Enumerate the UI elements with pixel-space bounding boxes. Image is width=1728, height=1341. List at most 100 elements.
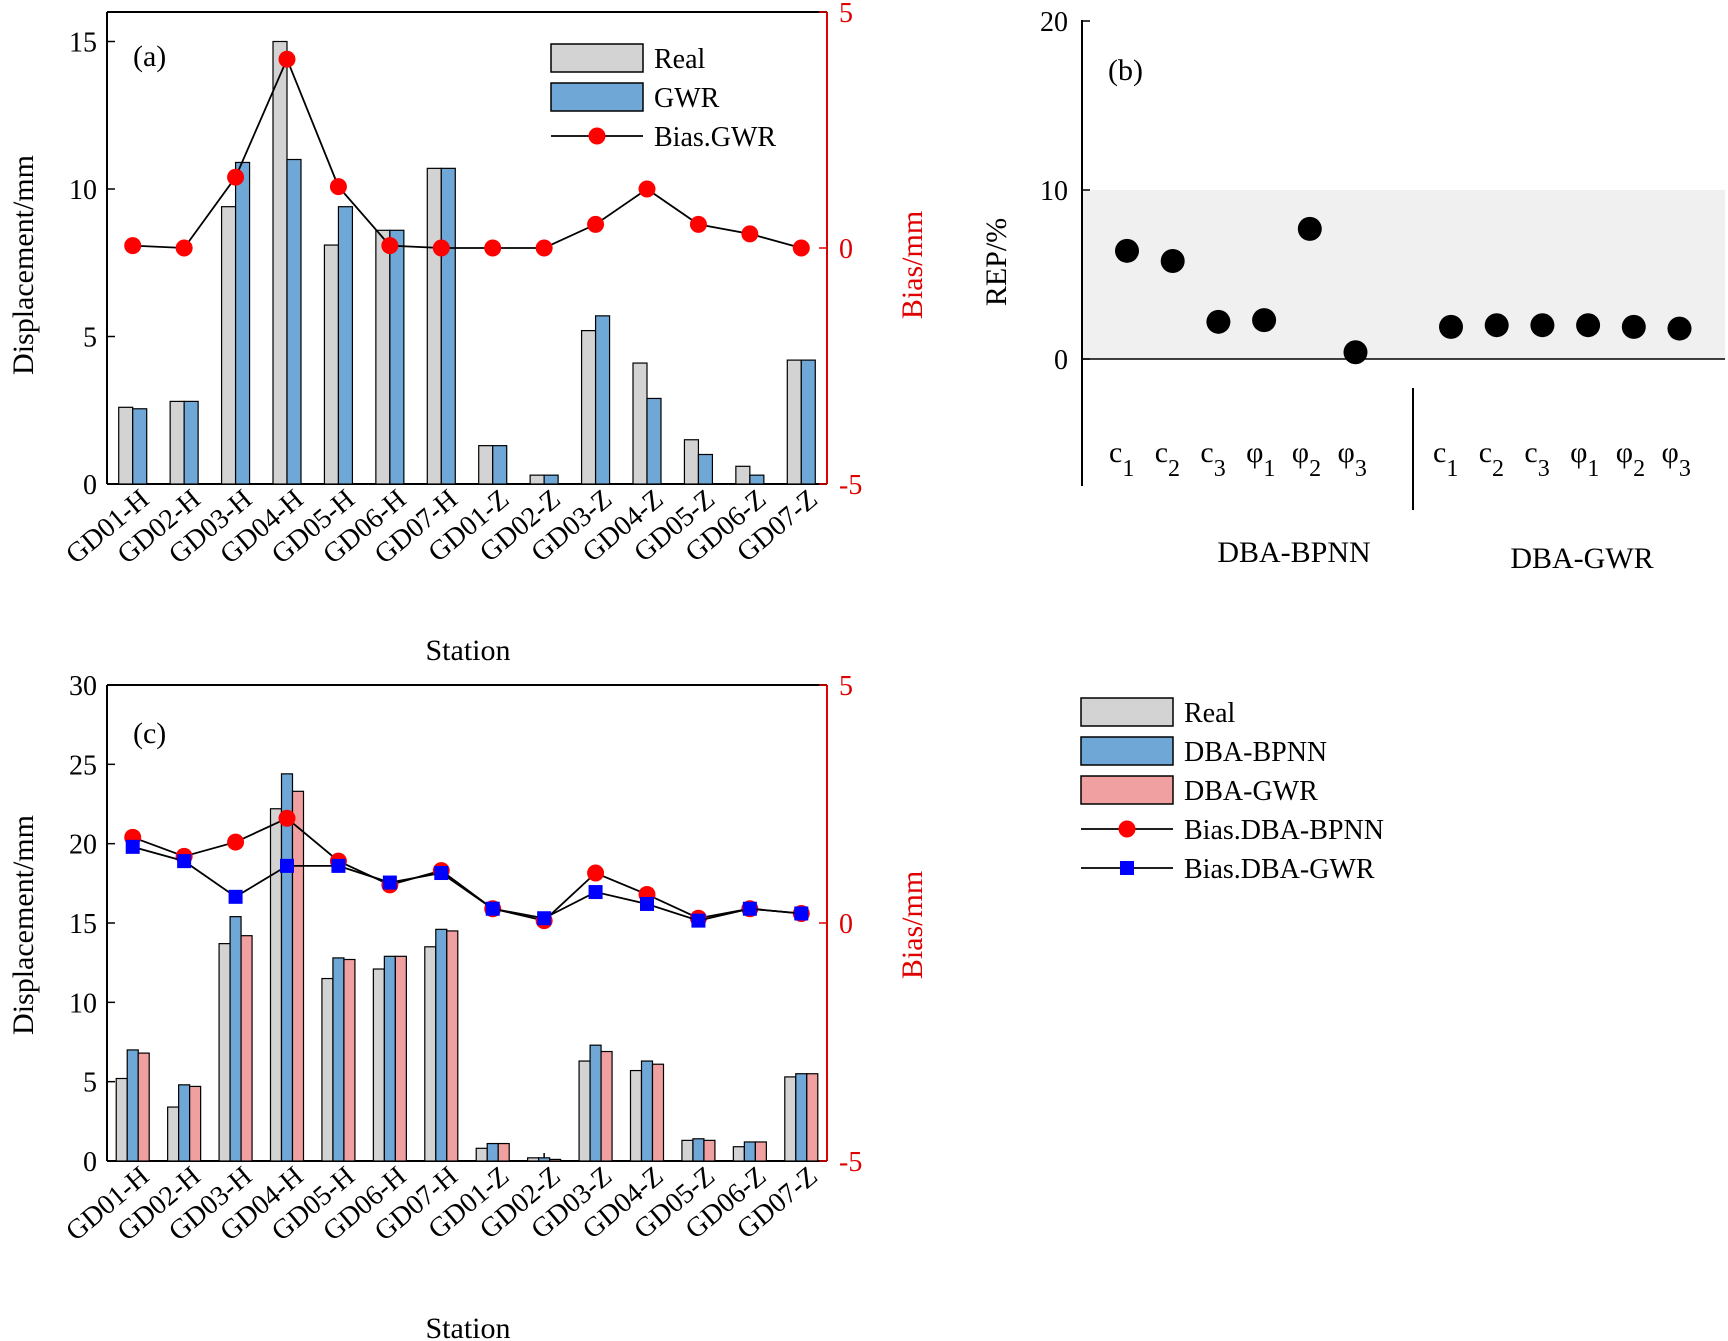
panel-c-bar-real: [167, 1106, 180, 1162]
panel-c-legend-label-bias-dba-gwr: Bias.DBA-GWR: [1184, 854, 1375, 885]
panel-c-point-bias-dba-gwr: [588, 885, 603, 900]
panel-c-bar-dba-bpnn: [743, 1141, 756, 1162]
panel-c-ytick-right-label: -5: [839, 1147, 862, 1178]
panel-b-ytick-label: 0: [1054, 345, 1068, 376]
panel-c-bar-dba-gwr: [600, 1050, 613, 1162]
panel-c-legend-label-real: Real: [1184, 698, 1236, 729]
panel-c-bar-dba-gwr: [240, 935, 253, 1162]
panel-a-legend-swatch-real: [550, 43, 644, 73]
panel-a-legend-label-gwr: GWR: [654, 83, 720, 114]
panel-c-point-bias-dba-gwr: [485, 901, 500, 916]
panel-c-xlabel: Station: [425, 1312, 510, 1341]
panel-a-bar-gwr: [697, 453, 714, 485]
panel-a-point-bias-gwr: [638, 180, 656, 198]
panel-c-bar-real: [681, 1139, 694, 1162]
panel-c-bar-dba-gwr: [394, 955, 407, 1162]
panel-a-bar-real: [220, 206, 237, 485]
panel-c-point-bias-dba-gwr: [331, 858, 346, 873]
panel-b-point-dba-bpnn: [1297, 216, 1322, 241]
panel-a-point-bias-gwr: [227, 168, 245, 186]
panel-a-ytick-label: 10: [69, 175, 97, 206]
panel-a-bar-real: [580, 330, 597, 485]
panel-b-point-dba-gwr: [1439, 314, 1463, 339]
panel-a-bar-real: [735, 465, 751, 485]
panel-a-ytick-label: 15: [69, 28, 97, 59]
panel-a-bar-gwr: [389, 229, 405, 485]
panel-c-point-bias-dba-bpnn: [227, 833, 245, 851]
panel-c-ytick-label: 25: [69, 750, 97, 781]
panel-c-point-bias-dba-gwr: [125, 839, 140, 854]
panel-b-chart: (b) REP/% DBA-BPNN DBA-GWR 0 10 20 c1 c2 c3 φ1…: [980, 7, 1725, 575]
panel-c-point-bias-dba-gwr: [640, 896, 654, 911]
panel-c-legend-marker-bias-dba-bpnn: [1118, 820, 1136, 838]
panel-a-bar-real: [683, 439, 700, 485]
panel-c-bar-dba-gwr: [189, 1085, 202, 1162]
panel-c-legend-swatch-real: [1080, 697, 1174, 727]
panel-c-bar-dba-gwr: [549, 1158, 562, 1162]
panel-b-point-dba-bpnn: [1115, 238, 1139, 263]
panel-a-bar-real: [632, 362, 648, 485]
panel-c-point-bias-dba-gwr: [382, 875, 397, 890]
panel-a-ytick-label: 0: [83, 470, 97, 501]
panel-a-ytick-right-label: -5: [839, 470, 862, 501]
panel-a-legend-label-bias-gwr: Bias.GWR: [654, 122, 776, 153]
panel-a-bar-gwr: [132, 408, 148, 485]
panel-c-bar-real: [629, 1069, 643, 1162]
panel-c-point-bias-dba-gwr: [537, 911, 552, 926]
panel-b-param-label: φ3: [1662, 436, 1691, 482]
panel-b-group-label-bpnn: DBA-BPNN: [1217, 536, 1370, 569]
panel-a-xlabel: Station: [425, 634, 510, 667]
panel-c-ytick-right-label: 0: [839, 909, 853, 940]
panel-c-point-bias-dba-gwr: [742, 901, 757, 916]
panel-c-ytick-label: 10: [69, 988, 97, 1019]
panel-b-point-dba-bpnn: [1252, 308, 1277, 333]
panel-c-bar-dba-bpnn: [178, 1084, 191, 1162]
panel-a-bar-gwr: [286, 158, 302, 485]
panel-c-bar-real: [372, 968, 385, 1162]
panel-a-legend-label-real: Real: [654, 44, 706, 75]
panel-a-point-bias-gwr: [792, 239, 810, 257]
panel-c-bar-dba-bpnn: [126, 1049, 139, 1162]
panel-c-bar-dba-bpnn: [538, 1157, 551, 1162]
panel-c-bar-dba-bpnn: [640, 1060, 654, 1162]
panel-a-legend-swatch-gwr: [550, 82, 644, 112]
panel-c-bar-dba-bpnn: [692, 1138, 705, 1162]
panel-a-bar-real: [529, 474, 545, 485]
panel-b-point-dba-gwr: [1484, 313, 1509, 338]
panel-a-line-bias-gwr: [132, 56, 802, 249]
panel-c-bar-dba-bpnn: [486, 1142, 499, 1162]
panel-b-point-dba-gwr: [1530, 313, 1555, 338]
panel-c-bar-dba-gwr: [703, 1139, 716, 1162]
panel-c-legend-label-dba-gwr: DBA-GWR: [1184, 776, 1318, 807]
panel-c-bar-real: [269, 808, 283, 1162]
panel-b-param-label: c3: [1524, 436, 1549, 482]
panel-c-ytick-label: 30: [69, 671, 97, 702]
panel-b-param-label: c1: [1433, 436, 1458, 482]
panel-a-point-bias-gwr: [689, 215, 707, 233]
panel-c-bar-dba-gwr: [806, 1073, 819, 1162]
panel-b-point-dba-bpnn: [1343, 340, 1368, 365]
panel-c-bar-real: [732, 1146, 745, 1162]
panel-c-bar-dba-bpnn: [332, 957, 345, 1162]
panel-a-bar-real: [272, 40, 288, 485]
panel-c-point-bias-dba-gwr: [177, 854, 192, 869]
panel-b-param-label: φ2: [1616, 436, 1645, 482]
panel-c-point-bias-dba-bpnn: [278, 809, 296, 827]
panel-c-point-bias-dba-gwr: [434, 866, 449, 881]
panel-c-ylabel: Displacement/mm: [7, 815, 40, 1035]
panel-b-param-label: φ3: [1338, 436, 1367, 482]
panel-c-line-bias-dba-bpnn: [132, 817, 802, 922]
panel-c-bar-dba-gwr: [137, 1052, 150, 1162]
panel-b-param-label: φ2: [1292, 436, 1321, 482]
panel-a-bar-gwr: [183, 400, 199, 485]
panel-a-point-bias-gwr: [741, 225, 759, 243]
panel-a-bar-gwr: [440, 167, 456, 485]
panel-a-ytick-label: 5: [83, 323, 97, 354]
panel-c-legend-label-dba-bpnn: DBA-BPNN: [1184, 737, 1327, 768]
panel-b-group-label-gwr: DBA-GWR: [1510, 542, 1653, 575]
panel-c-bar-dba-gwr: [343, 958, 356, 1162]
panel-c-ytick-label: 0: [83, 1147, 97, 1178]
panel-c-point-bias-dba-gwr: [280, 858, 294, 873]
panel-a-bar-gwr: [594, 315, 611, 485]
panel-a-point-bias-gwr: [535, 239, 553, 257]
